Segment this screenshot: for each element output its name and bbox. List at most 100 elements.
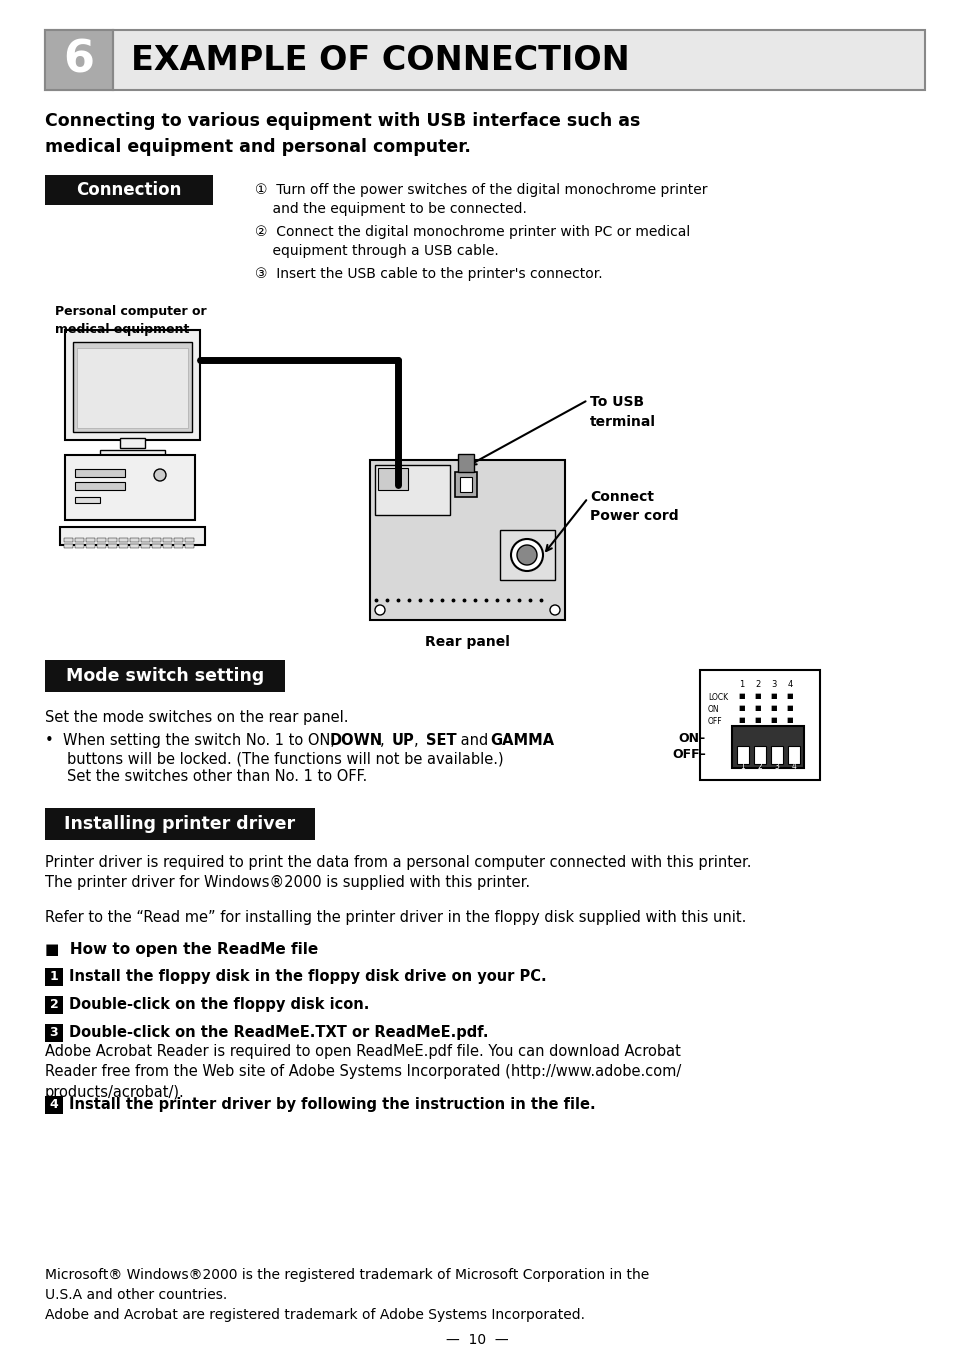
Text: 4: 4: [50, 1098, 58, 1111]
Bar: [64, 538, 73, 542]
Text: ,: ,: [414, 733, 423, 748]
Text: 4: 4: [786, 680, 792, 690]
Text: Connect
Power cord: Connect Power cord: [589, 489, 678, 523]
Circle shape: [375, 604, 385, 615]
Text: ②  Connect the digital monochrome printer with PC or medical
    equipment throu: ② Connect the digital monochrome printer…: [254, 224, 690, 258]
Text: ③  Insert the USB cable to the printer's connector.: ③ Insert the USB cable to the printer's …: [254, 266, 602, 281]
Bar: [173, 544, 183, 548]
Bar: [163, 544, 172, 548]
Text: 1: 1: [740, 763, 744, 771]
Bar: [130, 538, 139, 542]
Text: 3: 3: [774, 763, 779, 771]
Text: ■: ■: [770, 704, 777, 711]
Bar: [100, 450, 165, 458]
Bar: [75, 538, 84, 542]
Text: Connection: Connection: [76, 181, 181, 199]
Bar: [753, 746, 765, 764]
Text: OFF: OFF: [707, 717, 721, 726]
Bar: [45, 996, 63, 1014]
Bar: [737, 746, 748, 764]
Text: ■  How to open the ReadMe file: ■ How to open the ReadMe file: [45, 942, 318, 957]
Bar: [65, 330, 200, 439]
Text: 2: 2: [50, 999, 58, 1011]
Bar: [152, 538, 161, 542]
Bar: [455, 472, 476, 498]
Text: ■: ■: [754, 704, 760, 711]
Text: ■: ■: [738, 694, 744, 699]
Text: Installing printer driver: Installing printer driver: [65, 815, 295, 833]
Text: Microsoft® Windows®2000 is the registered trademark of Microsoft Corporation in : Microsoft® Windows®2000 is the registere…: [45, 1268, 649, 1322]
Bar: [119, 544, 128, 548]
Bar: [375, 465, 450, 515]
Bar: [75, 498, 100, 503]
Text: ■: ■: [738, 717, 744, 723]
Text: 3: 3: [50, 1026, 58, 1040]
Text: buttons will be locked. (The functions will not be available.): buttons will be locked. (The functions w…: [67, 750, 503, 767]
Bar: [75, 483, 125, 489]
Text: Install the floppy disk in the floppy disk drive on your PC.: Install the floppy disk in the floppy di…: [69, 969, 546, 984]
Text: Mode switch setting: Mode switch setting: [66, 667, 264, 685]
Bar: [377, 468, 408, 489]
Text: 1: 1: [50, 971, 58, 983]
Text: 2: 2: [757, 763, 761, 771]
Text: 3: 3: [771, 680, 776, 690]
Bar: [60, 527, 205, 545]
Bar: [141, 538, 150, 542]
Bar: [45, 660, 285, 692]
Text: ■: ■: [786, 717, 793, 723]
Text: Set the switches other than No. 1 to OFF.: Set the switches other than No. 1 to OFF…: [67, 769, 367, 784]
Text: and: and: [456, 733, 493, 748]
Bar: [108, 544, 117, 548]
Bar: [86, 538, 95, 542]
Text: OFF–: OFF–: [671, 748, 705, 761]
Bar: [163, 538, 172, 542]
Text: 1: 1: [739, 680, 744, 690]
Bar: [700, 671, 820, 780]
Circle shape: [550, 604, 559, 615]
Bar: [45, 174, 213, 206]
Text: GAMMA: GAMMA: [490, 733, 554, 748]
Text: ■: ■: [754, 717, 760, 723]
Bar: [185, 538, 193, 542]
Text: Refer to the “Read me” for installing the printer driver in the floppy disk supp: Refer to the “Read me” for installing th…: [45, 910, 745, 925]
Bar: [173, 538, 183, 542]
Circle shape: [511, 539, 542, 571]
Circle shape: [153, 469, 166, 481]
Text: ■: ■: [786, 694, 793, 699]
Bar: [108, 538, 117, 542]
Text: Adobe Acrobat Reader is required to open ReadMeE.pdf file. You can download Acro: Adobe Acrobat Reader is required to open…: [45, 1044, 680, 1099]
Bar: [45, 1096, 63, 1114]
Bar: [731, 726, 803, 768]
Bar: [64, 544, 73, 548]
Bar: [130, 544, 139, 548]
Bar: [457, 454, 474, 472]
Bar: [45, 968, 63, 986]
Text: Install the printer driver by following the instruction in the file.: Install the printer driver by following …: [69, 1096, 595, 1111]
Bar: [45, 1023, 63, 1042]
Bar: [185, 544, 193, 548]
Bar: [86, 544, 95, 548]
Text: ,: ,: [379, 733, 389, 748]
Text: ■: ■: [770, 717, 777, 723]
Text: 4: 4: [791, 763, 796, 771]
Text: The printer driver for Windows®2000 is supplied with this printer.: The printer driver for Windows®2000 is s…: [45, 875, 530, 890]
Text: Set the mode switches on the rear panel.: Set the mode switches on the rear panel.: [45, 710, 348, 725]
Circle shape: [517, 545, 537, 565]
Bar: [120, 438, 145, 448]
Text: Rear panel: Rear panel: [425, 635, 510, 649]
Text: ①  Turn off the power switches of the digital monochrome printer
    and the equ: ① Turn off the power switches of the dig…: [254, 183, 707, 216]
Text: Connecting to various equipment with USB interface such as
medical equipment and: Connecting to various equipment with USB…: [45, 112, 639, 157]
Text: ■: ■: [786, 704, 793, 711]
Text: •  When setting the switch No. 1 to ON,: • When setting the switch No. 1 to ON,: [45, 733, 339, 748]
Text: —  10  —: — 10 —: [445, 1333, 508, 1347]
Bar: [97, 544, 106, 548]
Bar: [45, 808, 314, 840]
Bar: [141, 544, 150, 548]
Text: ■: ■: [770, 694, 777, 699]
Text: Personal computer or
medical equipment: Personal computer or medical equipment: [55, 306, 207, 337]
Bar: [459, 477, 472, 492]
Text: To USB
terminal: To USB terminal: [589, 395, 656, 429]
Bar: [45, 30, 112, 91]
Text: Double-click on the ReadMeE.TXT or ReadMeE.pdf.: Double-click on the ReadMeE.TXT or ReadM…: [69, 1025, 488, 1040]
Text: EXAMPLE OF CONNECTION: EXAMPLE OF CONNECTION: [131, 43, 629, 77]
